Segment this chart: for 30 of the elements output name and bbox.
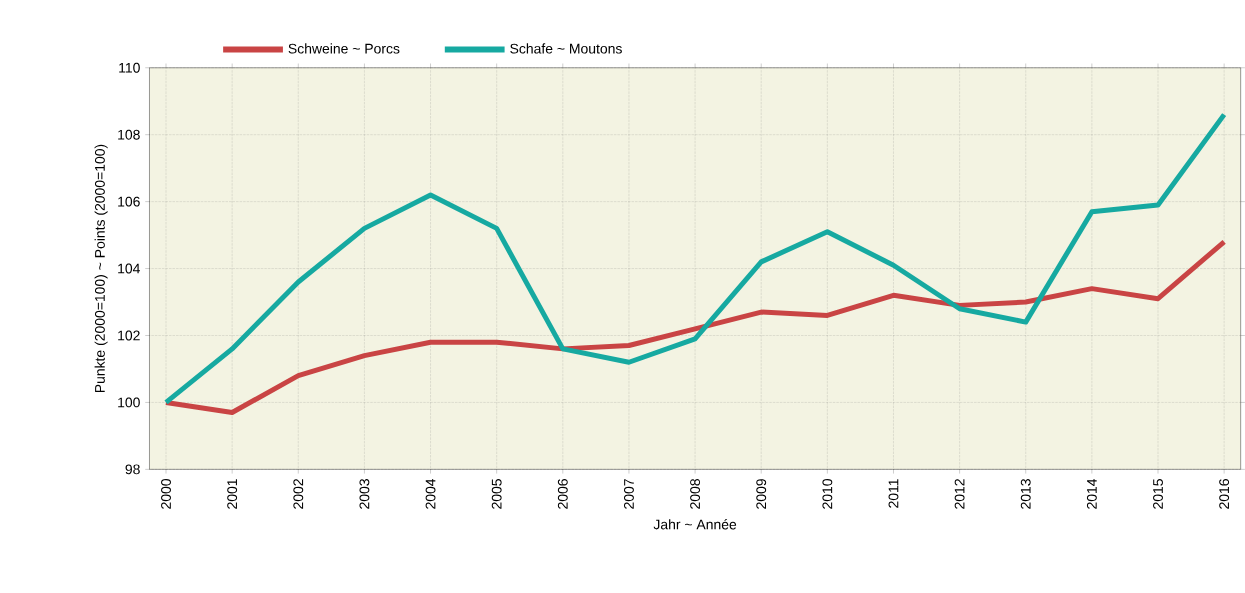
x-tick-label: 2005: [491, 479, 502, 509]
x-axis-title: Jahr ~ Année: [653, 519, 737, 530]
y-tick-label: 108: [118, 129, 140, 140]
legend-label: Schweine ~ Porcs: [288, 43, 400, 54]
x-tick-label: 2014: [1086, 478, 1097, 509]
legend-label: Schafe ~ Moutons: [510, 43, 622, 54]
x-tick-label: 2008: [690, 479, 701, 509]
x-tick-label: 2009: [756, 479, 767, 509]
x-tick-label: 2003: [359, 479, 370, 509]
line-series: [163, 239, 1227, 415]
x-tick-label: 2012: [954, 479, 965, 509]
y-tick-label: 102: [118, 330, 140, 341]
x-tick-label: 2006: [557, 479, 568, 509]
x-tick-label: 2004: [425, 478, 436, 509]
x-tick-label: 2007: [623, 479, 634, 509]
x-tick-label: 2010: [822, 479, 833, 509]
x-tick-label: 2013: [1020, 479, 1031, 509]
y-tick-label: 106: [118, 196, 140, 207]
y-tick-label: 104: [118, 263, 140, 274]
y-axis-title: Punkte (2000=100) ~ Points (2000=100): [94, 144, 108, 393]
x-tick-label: 2015: [1153, 479, 1163, 509]
y-tick-label: 100: [118, 397, 140, 408]
line-series: [163, 112, 1227, 405]
x-tick-label: 2011: [888, 479, 899, 508]
x-tick-label: 2001: [227, 479, 238, 509]
x-tick-label: 2016: [1219, 479, 1230, 509]
y-tick-label: 110: [119, 62, 140, 73]
x-tick-label: 2000: [161, 479, 171, 509]
x-tick-label: 2002: [293, 479, 304, 509]
y-tick-label: 98: [125, 464, 140, 475]
